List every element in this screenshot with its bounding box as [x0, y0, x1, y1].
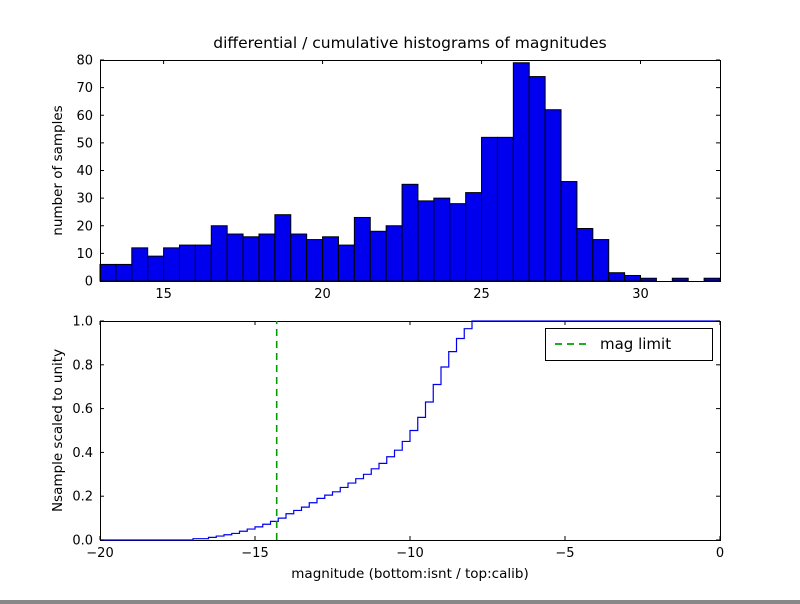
histogram-bar [465, 192, 483, 282]
y-tick-label: 0.0 [72, 534, 93, 549]
y-tick-label: 0.4 [72, 446, 93, 461]
histogram-bar [576, 228, 594, 282]
cumulative-step-line [100, 320, 720, 541]
histogram-bar [528, 76, 546, 282]
legend-label: mag limit [600, 335, 671, 353]
y-tick-label: 20 [76, 219, 93, 234]
histogram-bar [322, 236, 339, 282]
x-tick-label: 15 [155, 287, 172, 302]
histogram-bar [671, 277, 689, 282]
y-tick-label: 1.0 [72, 315, 93, 330]
histogram-bar [194, 244, 212, 282]
y-tick-label: 30 [76, 192, 93, 207]
histogram-bar [512, 62, 530, 282]
y-tick-label: 70 [76, 81, 93, 96]
histogram-bar [178, 244, 196, 282]
x-tick-label: 20 [314, 287, 331, 302]
histogram-bar [496, 136, 514, 282]
histogram-bar [481, 136, 498, 282]
y-tick-label: 10 [76, 247, 93, 262]
x-tick-label: −5 [555, 546, 574, 561]
histogram-bar [226, 233, 244, 282]
histogram-bar [433, 197, 451, 282]
y-axis-label: Nsample scaled to unity [50, 349, 66, 512]
chart-title: differential / cumulative histograms of … [213, 34, 606, 52]
x-axis-label: magnitude (bottom:isnt / top:calib) [291, 566, 528, 582]
histogram-bar [385, 225, 403, 282]
histogram-bar [99, 263, 117, 282]
y-tick-label: 40 [76, 164, 93, 179]
histogram-bar [624, 274, 642, 282]
histogram-bar [560, 181, 578, 282]
histogram-bar [401, 183, 419, 282]
x-tick-label: −20 [86, 546, 113, 561]
histogram-bar [242, 236, 260, 282]
x-tick-label: 30 [632, 287, 649, 302]
y-tick-label: 0.6 [72, 402, 93, 417]
histogram-bar [163, 247, 180, 282]
histogram-bar [115, 263, 133, 282]
y-tick-label: 0.2 [72, 490, 93, 505]
y-tick-label: 0.8 [72, 358, 93, 373]
histogram-bar [369, 230, 387, 282]
histogram-bar [290, 233, 308, 282]
histogram-bar [131, 247, 149, 282]
x-tick-label: −10 [396, 546, 423, 561]
histogram-bar [210, 225, 228, 282]
y-axis-label: number of samples [50, 105, 66, 235]
histogram-bar [417, 200, 435, 282]
x-tick-label: 0 [716, 546, 724, 561]
histogram-bar [258, 233, 276, 282]
x-tick-label: 25 [473, 287, 490, 302]
histogram-bar [274, 214, 292, 282]
y-tick-label: 50 [76, 136, 93, 151]
histogram-bar [353, 216, 371, 282]
y-tick-label: 0 [85, 275, 93, 290]
histogram-bar [608, 272, 626, 282]
y-tick-label: 80 [76, 54, 93, 69]
histogram-bar [306, 239, 324, 282]
y-tick-label: 60 [76, 109, 93, 124]
histogram-bar [449, 203, 467, 282]
histogram-bar [544, 109, 562, 282]
histogram-bar [640, 277, 657, 282]
histogram-bar [337, 244, 355, 282]
histogram-bar [592, 239, 610, 282]
histogram-bar [147, 255, 165, 282]
x-tick-label: −15 [241, 546, 268, 561]
